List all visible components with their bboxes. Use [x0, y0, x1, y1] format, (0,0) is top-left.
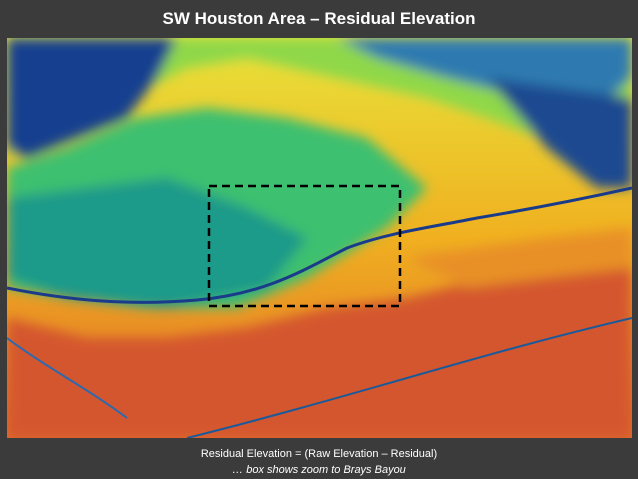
elevation-zones [7, 38, 632, 438]
elevation-map [7, 38, 632, 438]
bayou [7, 186, 632, 304]
creek [7, 337, 128, 419]
caption-note: … box shows zoom to Brays Bayou [232, 464, 406, 476]
caption: Residual Elevation = (Raw Elevation – Re… [200, 448, 438, 460]
bayou [186, 317, 632, 438]
title: SW Houston Area – Residual Elevation [162, 9, 476, 28]
zoom-box [207, 184, 402, 308]
